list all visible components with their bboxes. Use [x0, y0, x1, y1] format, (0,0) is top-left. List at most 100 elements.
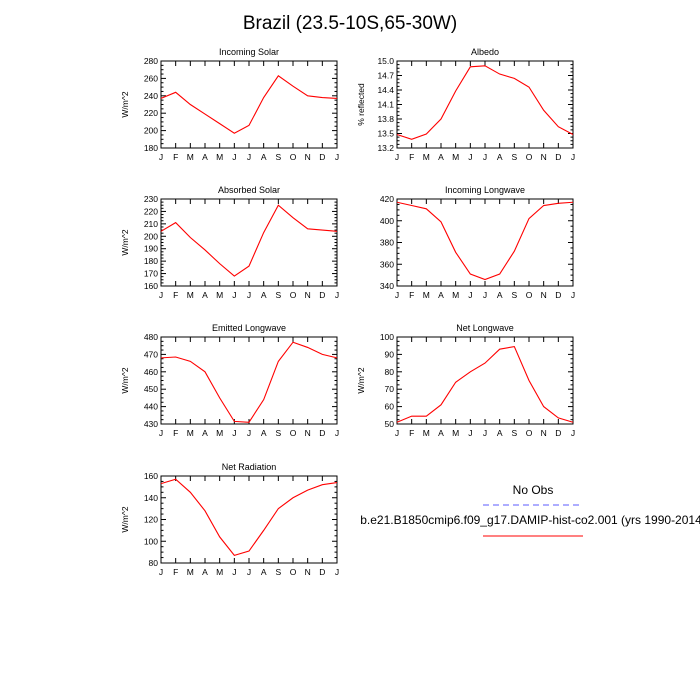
x-tick-label: A	[202, 290, 208, 300]
x-tick-label: J	[247, 567, 251, 577]
x-tick-label: D	[555, 290, 561, 300]
x-tick-label: A	[261, 567, 267, 577]
x-tick-label: S	[511, 428, 517, 438]
x-tick-label: O	[290, 567, 297, 577]
x-tick-label: N	[305, 567, 311, 577]
x-tick-label: A	[261, 152, 267, 162]
y-tick-label: 140	[144, 493, 158, 503]
x-tick-label: S	[511, 290, 517, 300]
series-line	[160, 75, 338, 134]
x-tick-label: A	[497, 290, 503, 300]
x-tick-label: J	[159, 290, 163, 300]
panel-title: Net Longwave	[456, 323, 514, 333]
y-tick-label: 13.8	[377, 114, 394, 124]
x-tick-label: J	[483, 152, 487, 162]
x-tick-label: J	[335, 428, 339, 438]
y-axis-label: W/m^2	[356, 367, 366, 393]
y-tick-label: 200	[144, 126, 158, 136]
y-tick-label: 160	[144, 281, 158, 291]
panel-5: Emitted Longwave W/m^2 430 440 450 460 470 480 J…	[120, 323, 339, 438]
x-tick-label: F	[409, 152, 414, 162]
x-tick-label: J	[232, 152, 236, 162]
x-tick-label: M	[216, 290, 223, 300]
x-tick-label: J	[483, 428, 487, 438]
x-tick-label: N	[305, 290, 311, 300]
y-tick-label: 14.1	[377, 100, 394, 110]
x-tick-label: F	[409, 428, 414, 438]
x-tick-label: O	[290, 152, 297, 162]
x-tick-label: A	[497, 428, 503, 438]
x-tick-label: S	[275, 567, 281, 577]
y-tick-label: 14.7	[377, 71, 394, 81]
series-line	[160, 204, 338, 277]
panel-2: Albedo % reflected 13.2 13.5 13.8 14.1 14.4 14.…	[356, 47, 575, 162]
y-tick-label: 210	[144, 219, 158, 229]
y-tick-label: 200	[144, 231, 158, 241]
x-tick-label: N	[305, 428, 311, 438]
x-tick-label: F	[173, 567, 178, 577]
x-tick-label: O	[526, 152, 533, 162]
x-tick-label: M	[187, 152, 194, 162]
series-line	[396, 345, 574, 423]
x-tick-label: J	[335, 152, 339, 162]
series-line	[396, 65, 574, 140]
x-tick-label: A	[438, 290, 444, 300]
x-tick-label: F	[409, 290, 414, 300]
x-tick-label: J	[232, 567, 236, 577]
x-tick-label: J	[483, 290, 487, 300]
x-tick-label: A	[438, 152, 444, 162]
x-tick-label: N	[541, 152, 547, 162]
y-tick-label: 60	[385, 402, 395, 412]
y-tick-label: 13.5	[377, 129, 394, 139]
x-tick-label: A	[438, 428, 444, 438]
y-tick-label: 400	[380, 216, 394, 226]
x-tick-label: J	[335, 290, 339, 300]
x-tick-label: J	[159, 428, 163, 438]
x-tick-label: S	[275, 428, 281, 438]
x-tick-label: J	[395, 428, 399, 438]
x-tick-label: J	[571, 290, 575, 300]
x-tick-label: J	[232, 290, 236, 300]
x-tick-label: D	[319, 428, 325, 438]
x-tick-label: J	[159, 567, 163, 577]
x-tick-label: M	[216, 567, 223, 577]
y-tick-label: 360	[380, 259, 394, 269]
y-tick-label: 90	[385, 349, 395, 359]
y-tick-label: 340	[380, 281, 394, 291]
y-tick-label: 50	[385, 419, 395, 429]
y-tick-label: 280	[144, 56, 158, 66]
x-tick-label: J	[159, 152, 163, 162]
y-tick-label: 180	[144, 143, 158, 153]
x-tick-label: M	[187, 428, 194, 438]
x-tick-label: F	[173, 428, 178, 438]
y-tick-label: 230	[144, 194, 158, 204]
x-tick-label: M	[423, 428, 430, 438]
y-tick-label: 430	[144, 419, 158, 429]
panel-3: Absorbed Solar W/m^2 160 170 180 190 200 210 220…	[120, 185, 339, 300]
x-tick-label: J	[335, 567, 339, 577]
y-axis-label: W/m^2	[120, 367, 130, 393]
y-tick-label: 260	[144, 73, 158, 83]
x-tick-label: M	[187, 290, 194, 300]
x-tick-label: N	[541, 428, 547, 438]
x-tick-label: M	[452, 428, 459, 438]
x-tick-label: M	[423, 152, 430, 162]
y-tick-label: 160	[144, 471, 158, 481]
x-tick-label: O	[526, 428, 533, 438]
x-tick-label: S	[275, 290, 281, 300]
y-tick-label: 220	[144, 206, 158, 216]
y-tick-label: 13.2	[377, 143, 394, 153]
series-line	[160, 478, 338, 557]
x-tick-label: J	[247, 290, 251, 300]
y-tick-label: 220	[144, 108, 158, 118]
y-tick-label: 240	[144, 91, 158, 101]
y-axis-label: W/m^2	[120, 229, 130, 255]
x-tick-label: N	[541, 290, 547, 300]
x-tick-label: N	[305, 152, 311, 162]
x-tick-label: M	[452, 290, 459, 300]
x-tick-label: M	[452, 152, 459, 162]
x-tick-label: J	[468, 290, 472, 300]
